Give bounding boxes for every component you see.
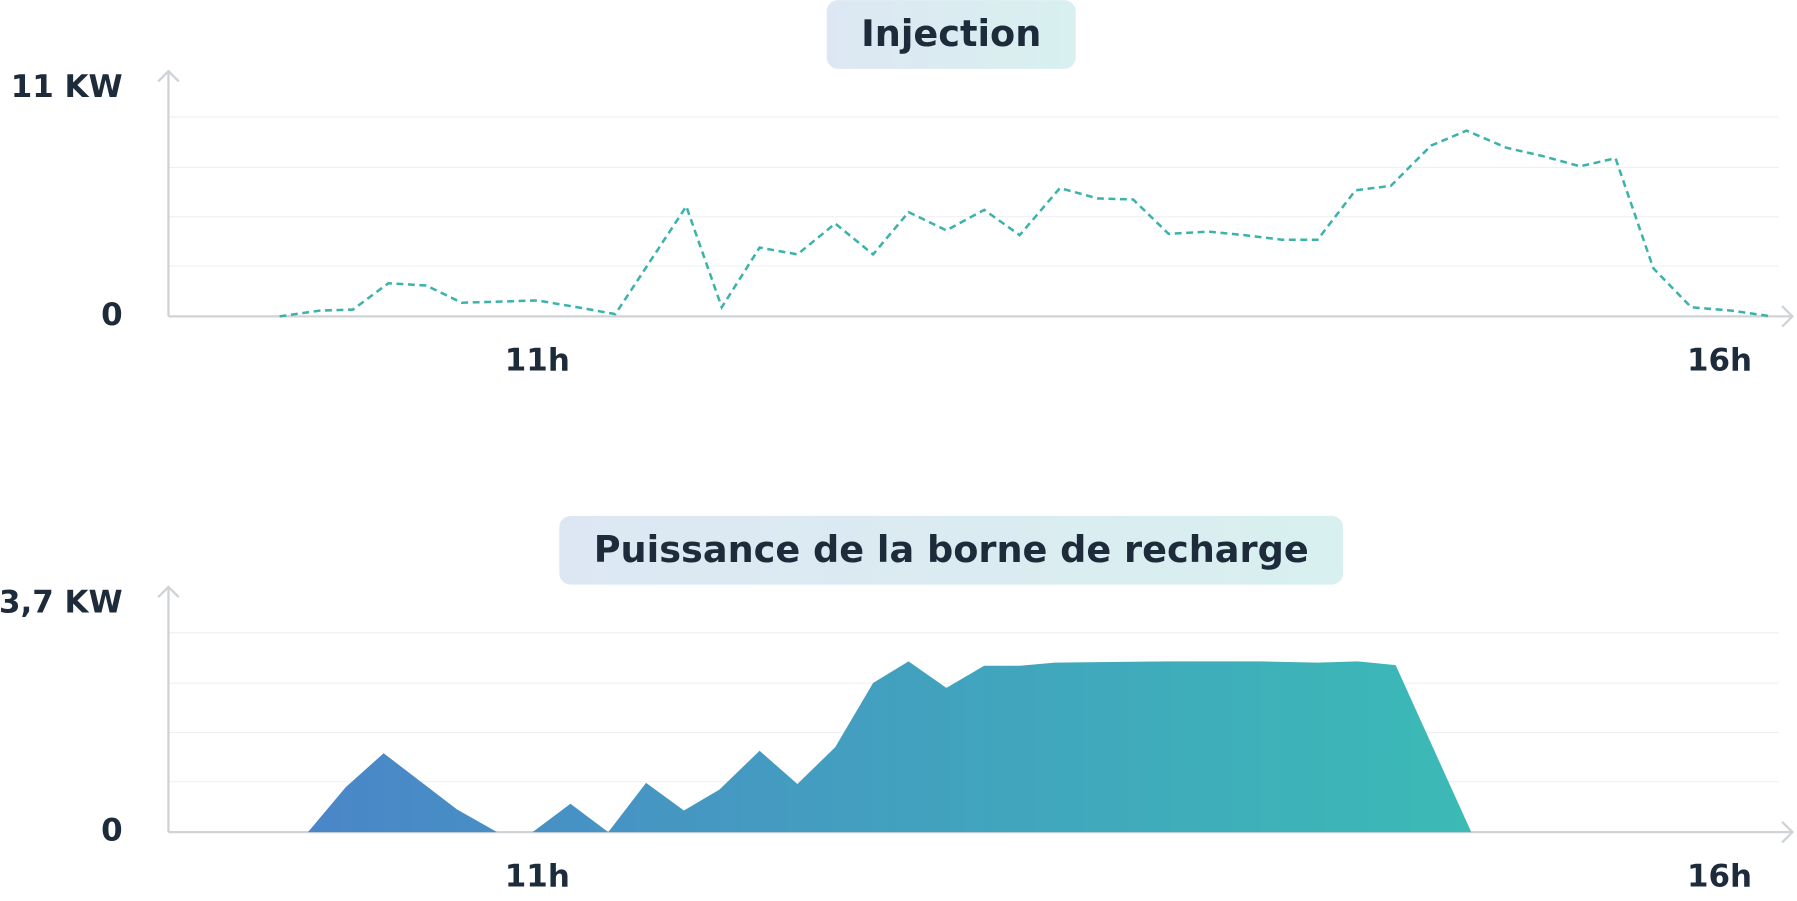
x-tick-label: 11h — [505, 343, 570, 379]
chart: Injection 0 11 KW 11h 16h — [11, 0, 1795, 379]
chart-title: Injection — [861, 12, 1041, 55]
y-tick-label: 0 — [101, 813, 123, 849]
y-tick-label: 3,7 KW — [0, 585, 123, 621]
y-axis — [157, 585, 180, 833]
injection-line — [279, 129, 1772, 318]
power-area — [307, 661, 1472, 833]
x-tick-label: 11h — [505, 858, 570, 894]
x-tick-label: 16h — [1687, 343, 1752, 379]
x-axis — [168, 305, 1795, 328]
y-tick-label: 11 KW — [11, 69, 123, 105]
chart-title: Puissance de la borne de recharge — [594, 528, 1309, 571]
title-box — [559, 515, 1344, 585]
x-tick-label: 16h — [1687, 858, 1752, 894]
y-axis — [157, 69, 180, 317]
y-tick-label: 0 — [101, 297, 123, 333]
chart: Puissance de la borne de recharge 0 3,7 KW… — [0, 515, 1795, 894]
title-box — [826, 0, 1076, 69]
